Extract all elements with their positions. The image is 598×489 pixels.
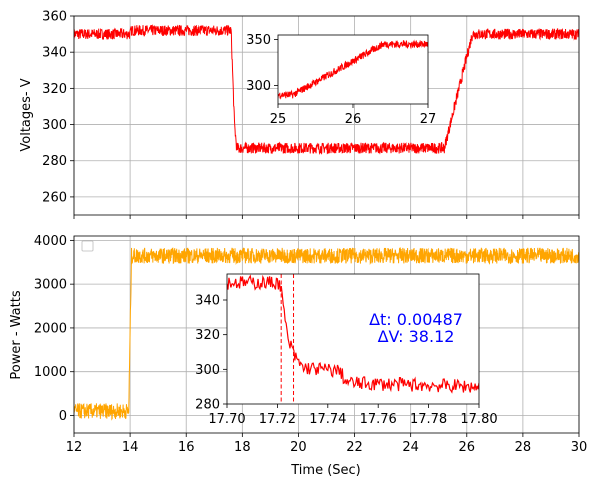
y-tick-label: 280 (42, 154, 67, 169)
inset-x-tick-label: 17.76 (360, 412, 397, 427)
delta-t-annotation: Δt: 0.00487 (369, 310, 463, 329)
y-tick-label: 300 (42, 118, 67, 133)
x-tick-label: 28 (515, 440, 532, 455)
voltage-series-line (74, 24, 579, 156)
delta-v-annotation: ΔV: 38.12 (378, 327, 455, 346)
y-tick-label: 360 (42, 10, 67, 25)
x-tick-label: 26 (459, 440, 476, 455)
x-tick-label: 12 (66, 440, 83, 455)
x-axis-label: Time (Sec) (290, 463, 361, 478)
voltage-inset: 25 26 27 300 350 (246, 33, 436, 127)
inset-x-tick-label: 25 (270, 112, 287, 127)
x-tick-label: 22 (346, 440, 363, 455)
inset-y-tick-label: 320 (195, 328, 220, 343)
x-tick-label: 14 (122, 440, 139, 455)
power-inset-line (227, 274, 479, 394)
x-tick-label: 20 (290, 440, 307, 455)
y-tick-label: 4000 (34, 234, 67, 249)
power-inset: 17.70 17.72 17.74 17.76 17.78 17.80 280 300 320 3… (195, 273, 498, 428)
power-series-line (74, 246, 579, 421)
y-tick-label: 320 (42, 82, 67, 97)
power-inset-ticks: 17.70 17.72 17.74 17.76 17.78 17.80 280 300 320 3… (195, 294, 497, 428)
y-tick-label: 1000 (34, 365, 67, 380)
x-tick-label: 18 (234, 440, 251, 455)
power-y-label: Power - Watts (9, 290, 24, 379)
y-tick-label: 260 (42, 190, 67, 205)
voltage-inset-line (278, 39, 428, 100)
y-tick-label: 340 (42, 46, 67, 61)
inset-x-tick-label: 17.78 (410, 412, 447, 427)
inset-x-tick-label: 26 (345, 112, 362, 127)
x-tick-label: 30 (571, 440, 588, 455)
inset-marker-lines (280, 274, 295, 404)
voltage-inset-ticks: 25 26 27 300 350 (246, 33, 436, 127)
x-tick-label: 24 (402, 440, 419, 455)
x-tick-label: 16 (178, 440, 195, 455)
y-tick-label: 2000 (34, 321, 67, 336)
inset-y-tick-label: 300 (246, 79, 271, 94)
inset-y-tick-label: 350 (246, 33, 271, 48)
y-tick-label: 3000 (34, 278, 67, 293)
inset-x-tick-label: 17.70 (208, 412, 245, 427)
inset-y-tick-label: 280 (195, 398, 220, 413)
inset-x-tick-label: 17.80 (460, 412, 497, 427)
voltage-y-ticks: 260 280 300 320 340 360 (42, 10, 580, 219)
inset-x-tick-label: 17.74 (309, 412, 346, 427)
inset-x-tick-label: 27 (420, 112, 437, 127)
voltage-panel: 260 280 300 320 340 360 Voltages- V 25 26 27 300… (19, 10, 580, 219)
legend-box (81, 240, 94, 252)
inset-y-tick-label: 340 (195, 294, 220, 309)
inset-x-tick-label: 17.72 (259, 412, 296, 427)
y-tick-label: 0 (59, 409, 67, 424)
voltage-y-label: Voltages- V (19, 78, 34, 151)
inset-y-tick-label: 300 (195, 363, 220, 378)
